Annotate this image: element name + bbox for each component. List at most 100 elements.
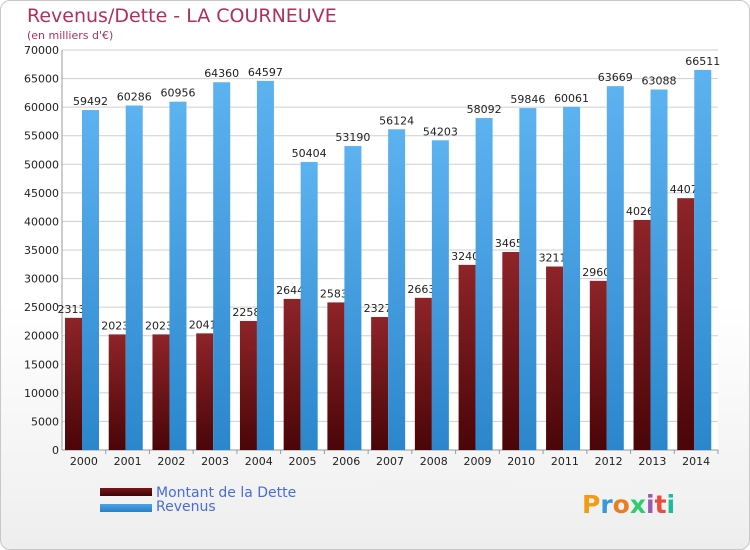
- x-tick-label: 2013: [638, 455, 666, 468]
- logo-letter: P: [582, 490, 601, 519]
- bar-revenus: [650, 89, 668, 451]
- bar-dette: [239, 320, 257, 450]
- y-tick-label: 65000: [24, 73, 59, 86]
- x-tick-label: 2002: [157, 455, 185, 468]
- data-label-dette: 3211: [539, 252, 567, 265]
- bar-dette: [633, 219, 651, 450]
- bar-dette: [108, 334, 126, 450]
- bar-dette: [65, 317, 82, 450]
- data-label-dette: 2644: [276, 284, 304, 297]
- bar-revenus: [606, 86, 624, 451]
- x-tick-label: 2009: [463, 455, 491, 468]
- data-label-revenus: 66511: [685, 55, 720, 68]
- x-tick-label: 2000: [70, 455, 98, 468]
- data-label-revenus: 63669: [598, 71, 633, 84]
- y-tick-label: 60000: [24, 101, 59, 114]
- data-label-dette: 3465: [495, 237, 523, 250]
- data-label-revenus: 58092: [467, 103, 502, 116]
- legend-label-dette: Montant de la Dette: [156, 485, 297, 501]
- data-label-revenus: 50404: [292, 147, 327, 160]
- bar-dette: [502, 252, 520, 450]
- x-tick-label: 2005: [289, 455, 317, 468]
- data-label-dette: 4407: [670, 183, 698, 196]
- bar-dette: [458, 264, 476, 450]
- data-label-revenus: 56124: [379, 114, 414, 127]
- data-label-dette: 2663: [407, 283, 435, 296]
- y-tick-label: 15000: [24, 358, 59, 371]
- bar-revenus: [300, 161, 318, 450]
- y-tick-label: 50000: [24, 158, 59, 171]
- bar-revenus: [169, 101, 187, 451]
- data-label-dette: 2960: [582, 266, 610, 279]
- legend-swatch-revenus: [100, 504, 152, 512]
- data-label-dette: 3240: [451, 250, 479, 263]
- bar-dette: [371, 317, 389, 450]
- y-tick-label: 0: [52, 444, 59, 457]
- x-tick-label: 2003: [201, 455, 229, 468]
- x-tick-label: 2010: [507, 455, 535, 468]
- data-label-revenus: 63088: [642, 74, 677, 87]
- x-tick-label: 2004: [245, 455, 273, 468]
- y-tick-label: 45000: [24, 187, 59, 200]
- bar-dette: [677, 198, 695, 450]
- logo-letter: o: [612, 490, 630, 519]
- bar-revenus: [519, 108, 537, 450]
- data-label-revenus: 64360: [204, 67, 239, 80]
- data-label-revenus: 60956: [160, 87, 195, 100]
- y-tick-label: 20000: [24, 330, 59, 343]
- data-label-dette: 4026: [626, 205, 654, 218]
- y-tick-label: 30000: [24, 273, 59, 286]
- data-label-revenus: 64597: [248, 66, 283, 79]
- chart-subtitle: (en milliers d'€): [27, 29, 114, 42]
- bar-revenus: [256, 80, 274, 451]
- bar-dette: [283, 298, 301, 450]
- y-tick-label: 70000: [24, 44, 59, 57]
- chart-title: Revenus/Dette - LA COURNEUVE: [27, 5, 337, 27]
- bar-dette: [196, 333, 214, 450]
- bar-revenus: [694, 69, 712, 451]
- logo-letter: t: [654, 490, 667, 519]
- x-tick-label: 2001: [114, 455, 142, 468]
- x-tick-label: 2006: [332, 455, 360, 468]
- logo-letter: x: [629, 490, 646, 519]
- data-label-dette: 2258: [232, 306, 260, 319]
- data-label-dette: 2583: [320, 287, 348, 300]
- x-tick-label: 2011: [551, 455, 579, 468]
- logo-letter: r: [600, 490, 613, 519]
- y-tick-label: 55000: [24, 130, 59, 143]
- data-label-revenus: 59846: [510, 93, 545, 106]
- data-label-dette: 2023: [101, 319, 129, 332]
- bar-dette: [414, 297, 432, 450]
- logo-letter: i: [666, 490, 676, 519]
- data-label-dette: 2313: [58, 303, 86, 316]
- data-label-dette: 2327: [364, 302, 392, 315]
- x-tick-label: 2014: [682, 455, 710, 468]
- x-tick-label: 2012: [595, 455, 623, 468]
- bar-revenus: [563, 106, 581, 451]
- y-tick-label: 10000: [24, 387, 59, 400]
- data-label-revenus: 54203: [423, 125, 458, 138]
- logo-letter: i: [646, 490, 655, 519]
- bar-dette: [546, 266, 564, 450]
- bar-revenus: [475, 118, 493, 450]
- x-tick-label: 2008: [420, 455, 448, 468]
- bar-revenus: [344, 146, 362, 451]
- data-label-revenus: 53190: [335, 131, 370, 144]
- bar-revenus: [82, 110, 99, 450]
- y-tick-label: 40000: [24, 215, 59, 228]
- bar-revenus: [388, 129, 406, 450]
- legend-label-revenus: Revenus: [156, 499, 216, 515]
- bar-revenus: [125, 105, 143, 450]
- x-tick-label: 2007: [376, 455, 404, 468]
- data-label-revenus: 59492: [73, 95, 108, 108]
- bar-revenus: [431, 140, 449, 451]
- bar-dette: [589, 280, 607, 450]
- y-tick-label: 25000: [24, 301, 59, 314]
- bar-revenus: [213, 82, 231, 450]
- proxiti-logo: Proxiti: [582, 490, 675, 519]
- data-label-revenus: 60286: [117, 91, 152, 104]
- bar-dette: [327, 302, 345, 450]
- data-label-dette: 2041: [189, 318, 217, 331]
- data-label-dette: 2023: [145, 319, 173, 332]
